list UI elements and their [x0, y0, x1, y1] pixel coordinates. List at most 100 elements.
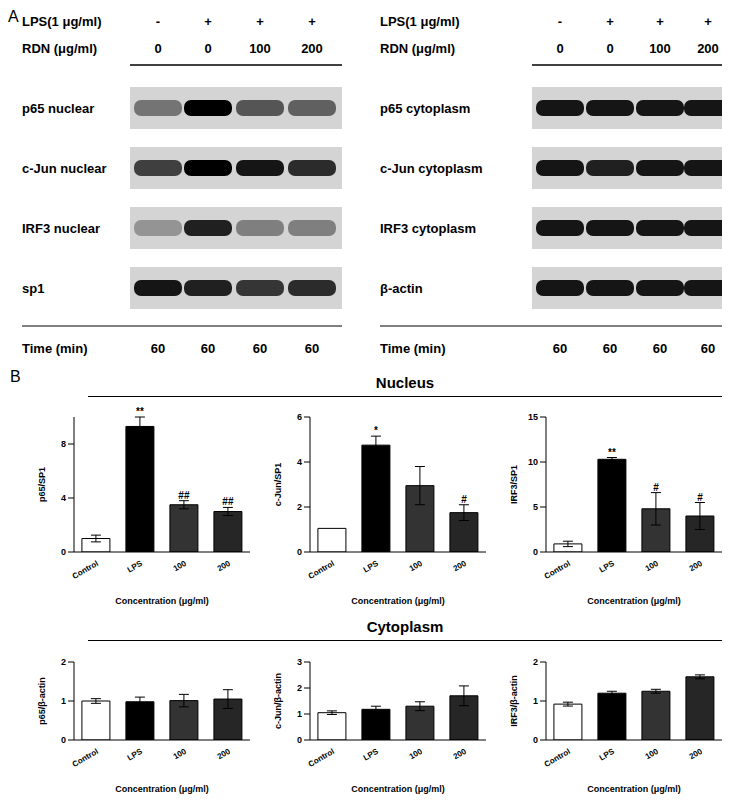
svg-text:Concentration (μg/ml): Concentration (μg/ml) — [587, 784, 681, 794]
svg-text:200: 200 — [216, 747, 233, 762]
svg-text:IRF3 cytoplasm: IRF3 cytoplasm — [380, 221, 476, 236]
svg-text:**: ** — [136, 406, 144, 417]
svg-text:p65/SP1: p65/SP1 — [37, 467, 47, 502]
svg-text:1: 1 — [533, 696, 538, 706]
svg-text:0: 0 — [204, 41, 211, 56]
svg-text:β-actin: β-actin — [380, 281, 423, 296]
svg-text:200: 200 — [216, 559, 233, 574]
svg-text:3: 3 — [297, 657, 302, 667]
svg-text:p65 cytoplasm: p65 cytoplasm — [380, 101, 470, 116]
svg-text:60: 60 — [253, 341, 267, 356]
svg-text:0: 0 — [154, 41, 161, 56]
svg-text:60: 60 — [201, 341, 215, 356]
svg-text:200: 200 — [688, 747, 705, 762]
svg-text:LPS(1 μg/ml): LPS(1 μg/ml) — [380, 14, 459, 29]
svg-text:0: 0 — [556, 41, 563, 56]
svg-text:RDN (μg/ml): RDN (μg/ml) — [380, 41, 455, 56]
svg-text:4: 4 — [297, 457, 302, 467]
svg-text:100: 100 — [649, 41, 671, 56]
svg-text:0: 0 — [533, 735, 538, 745]
svg-text:IRF3 nuclear: IRF3 nuclear — [22, 221, 100, 236]
svg-text:*: * — [374, 425, 378, 436]
svg-text:+: + — [606, 14, 614, 29]
svg-text:100: 100 — [249, 41, 271, 56]
svg-text:LPS: LPS — [126, 747, 145, 763]
svg-text:sp1: sp1 — [22, 281, 44, 296]
svg-text:##: ## — [178, 490, 190, 501]
svg-text:##: ## — [222, 496, 234, 507]
svg-text:10: 10 — [528, 457, 538, 467]
svg-text:200: 200 — [688, 559, 705, 574]
svg-text:LPS(1 μg/ml): LPS(1 μg/ml) — [22, 14, 101, 29]
svg-text:RDN (μg/ml): RDN (μg/ml) — [22, 41, 97, 56]
svg-text:100: 100 — [644, 559, 661, 574]
svg-text:1: 1 — [297, 709, 302, 719]
svg-text:2: 2 — [533, 657, 538, 667]
svg-text:0: 0 — [61, 547, 66, 557]
svg-text:0: 0 — [297, 735, 302, 745]
svg-text:Time (min): Time (min) — [22, 341, 88, 356]
svg-text:6: 6 — [297, 412, 302, 422]
svg-text:2: 2 — [297, 502, 302, 512]
svg-text:IRF3/β-actin: IRF3/β-actin — [509, 675, 519, 727]
svg-text:Time (min): Time (min) — [380, 341, 446, 356]
svg-text:0: 0 — [533, 547, 538, 557]
svg-text:Concentration (μg/ml): Concentration (μg/ml) — [351, 784, 445, 794]
svg-text:+: + — [656, 14, 664, 29]
svg-text:LPS: LPS — [598, 747, 617, 763]
svg-text:60: 60 — [305, 341, 319, 356]
svg-text:Control: Control — [71, 747, 100, 769]
svg-text:200: 200 — [452, 747, 469, 762]
svg-text:60: 60 — [653, 341, 667, 356]
svg-text:+: + — [308, 14, 316, 29]
svg-text:100: 100 — [408, 747, 425, 762]
svg-text:200: 200 — [697, 41, 719, 56]
svg-text:p65 nuclear: p65 nuclear — [22, 101, 94, 116]
svg-text:c-Jun nuclear: c-Jun nuclear — [22, 161, 107, 176]
svg-text:100: 100 — [408, 559, 425, 574]
svg-text:100: 100 — [172, 559, 189, 574]
svg-text:Concentration (μg/ml): Concentration (μg/ml) — [587, 596, 681, 606]
svg-text:LPS: LPS — [598, 559, 617, 575]
svg-text:2: 2 — [61, 657, 66, 667]
svg-text:LPS: LPS — [362, 559, 381, 575]
svg-text:#: # — [697, 492, 703, 503]
svg-text:15: 15 — [528, 412, 538, 422]
svg-text:A: A — [8, 8, 19, 25]
svg-text:#: # — [653, 482, 659, 493]
svg-text:+: + — [704, 14, 712, 29]
svg-text:5: 5 — [533, 502, 538, 512]
svg-text:c-Jun/β-actin: c-Jun/β-actin — [273, 673, 283, 729]
svg-text:Control: Control — [307, 559, 336, 581]
svg-text:0: 0 — [606, 41, 613, 56]
svg-text:200: 200 — [301, 41, 323, 56]
svg-text:Control: Control — [307, 747, 336, 769]
svg-text:#: # — [461, 494, 467, 505]
svg-text:-: - — [558, 14, 562, 29]
svg-text:Concentration (μg/ml): Concentration (μg/ml) — [115, 596, 209, 606]
svg-text:4: 4 — [61, 493, 66, 503]
svg-text:Concentration (μg/ml): Concentration (μg/ml) — [115, 784, 209, 794]
svg-text:-: - — [156, 14, 160, 29]
svg-text:100: 100 — [644, 747, 661, 762]
svg-text:LPS: LPS — [362, 747, 381, 763]
svg-text:Concentration (μg/ml): Concentration (μg/ml) — [351, 596, 445, 606]
svg-text:IRF3/SP1: IRF3/SP1 — [509, 465, 519, 504]
svg-text:1: 1 — [61, 696, 66, 706]
svg-text:60: 60 — [701, 341, 715, 356]
svg-text:c-Jun/SP1: c-Jun/SP1 — [273, 463, 283, 507]
svg-text:200: 200 — [452, 559, 469, 574]
svg-text:0: 0 — [61, 735, 66, 745]
svg-text:c-Jun cytoplasm: c-Jun cytoplasm — [380, 161, 483, 176]
svg-text:100: 100 — [172, 747, 189, 762]
svg-text:+: + — [256, 14, 264, 29]
svg-text:+: + — [204, 14, 212, 29]
svg-text:p65/β-actin: p65/β-actin — [37, 677, 47, 725]
svg-text:2: 2 — [297, 683, 302, 693]
svg-text:60: 60 — [151, 341, 165, 356]
svg-text:Control: Control — [71, 559, 100, 581]
svg-text:8: 8 — [61, 439, 66, 449]
svg-text:Control: Control — [543, 559, 572, 581]
svg-text:60: 60 — [553, 341, 567, 356]
svg-text:LPS: LPS — [126, 559, 145, 575]
